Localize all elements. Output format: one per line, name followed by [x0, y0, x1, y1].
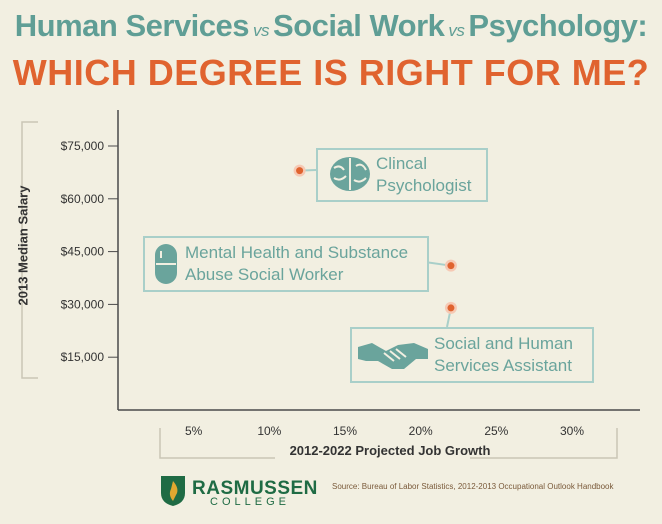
- x-label-bracket: [159, 428, 618, 459]
- x-tick-label: 20%: [409, 424, 433, 438]
- title-human-services: Human Services: [14, 8, 250, 43]
- logo-subtitle: COLLEGE: [210, 496, 290, 508]
- data-point: [447, 262, 455, 270]
- callout-mental-health-social-worker: Mental Health and Substance Abuse Social…: [143, 236, 429, 292]
- page-title: Human Services vs Social Work vs Psychology:: [0, 8, 662, 44]
- points-layer: [293, 164, 457, 314]
- callout-label-line2: Services Assistant: [434, 356, 572, 375]
- x-tick-label: 10%: [257, 424, 281, 438]
- title-vs-2: vs: [448, 21, 465, 40]
- data-point: [296, 167, 304, 175]
- y-tick-label: $30,000: [61, 297, 105, 311]
- data-point: [447, 304, 455, 312]
- pill-icon: [155, 244, 177, 284]
- callout-label-line1: Clincal: [376, 154, 428, 173]
- callout-label-line2: Psychologist: [376, 176, 472, 195]
- flame-shield-icon: [161, 476, 185, 506]
- handshake-icon: [358, 343, 428, 369]
- callout-clinical-psychologist: Clincal Psychologist: [316, 148, 488, 202]
- y-tick-label: $15,000: [61, 350, 105, 364]
- title-social-work: Social Work: [273, 8, 445, 43]
- brain-icon: [330, 157, 370, 191]
- y-tick-label: $75,000: [61, 139, 105, 153]
- x-tick-label: 5%: [185, 424, 203, 438]
- y-tick-label: $60,000: [61, 192, 105, 206]
- tick-layer: 5% 10% 15% 20% 25% 30% $15,000 $30,000 $45,000 $6…: [61, 139, 585, 438]
- y-tick-label: $45,000: [61, 245, 105, 259]
- title-psychology: Psychology:: [468, 8, 648, 43]
- title-vs-1: vs: [253, 21, 270, 40]
- callout-label-line2: Abuse Social Worker: [185, 265, 344, 284]
- x-tick-label: 25%: [484, 424, 508, 438]
- x-axis-label: 2012-2022 Projected Job Growth: [289, 443, 491, 458]
- callout-label-line1: Social and Human: [434, 334, 573, 353]
- page-subtitle: WHICH DEGREE IS RIGHT FOR ME?: [12, 52, 650, 93]
- callout-social-human-services: Social and Human Services Assistant: [350, 327, 594, 383]
- logo-name: RASMUSSEN: [192, 478, 318, 499]
- source-note: Source: Bureau of Labor Statistics, 2012…: [332, 482, 614, 491]
- callout-label-line1: Mental Health and Substance: [185, 243, 409, 262]
- x-tick-label: 30%: [560, 424, 584, 438]
- y-label-bracket: [21, 121, 38, 379]
- x-tick-label: 15%: [333, 424, 357, 438]
- y-axis-label: 2013 Median Salary: [15, 185, 31, 306]
